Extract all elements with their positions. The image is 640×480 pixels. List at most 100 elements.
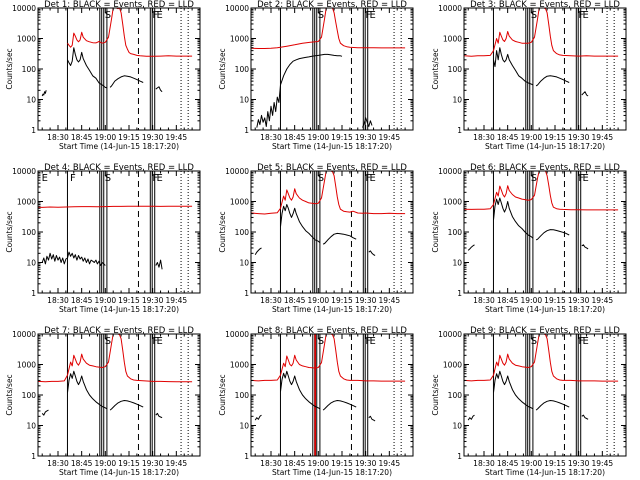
flag-label: S xyxy=(531,173,537,184)
x-tick-label: 19:45 xyxy=(166,459,188,468)
x-tick-label: 19:15 xyxy=(118,459,140,468)
x-tick-label: 19:30 xyxy=(568,296,590,305)
plot-area: E F S FE xyxy=(38,171,193,293)
events-series-line xyxy=(155,412,163,419)
x-axis-title: Start Time (14-Jun-15 18:17:20) xyxy=(485,142,605,151)
events-series-line xyxy=(254,414,262,421)
x-tick-label: 19:00 xyxy=(308,296,330,305)
events-series-line xyxy=(581,91,589,97)
y-tick-label: 1000 xyxy=(17,35,36,44)
x-tick-label: 19:30 xyxy=(355,133,377,142)
axes-frame xyxy=(463,7,627,131)
events-series-line xyxy=(493,47,534,86)
y-tick-label: 1000 xyxy=(230,198,249,207)
y-tick-label: 1 xyxy=(457,126,462,135)
y-tick-label: 100 xyxy=(448,65,463,74)
plot-area: S FE xyxy=(464,8,619,130)
y-axis-title: Counts/sec xyxy=(431,211,440,252)
x-tick-label: 19:00 xyxy=(95,296,117,305)
y-tick-label: 10 xyxy=(239,96,249,105)
flag-label: S xyxy=(531,10,537,21)
events-series-line xyxy=(280,370,321,410)
flag-label: F xyxy=(578,10,584,21)
y-tick-label: 100 xyxy=(448,228,463,237)
x-axis-title: Start Time (14-Jun-15 18:17:20) xyxy=(59,305,179,314)
y-tick-label: 10 xyxy=(452,422,462,431)
y-tick-label: 1 xyxy=(244,452,249,461)
y-tick-label: 10000 xyxy=(12,330,36,339)
flag-label: F xyxy=(578,336,584,347)
plot-area: S FE xyxy=(464,171,619,293)
flag-label: S xyxy=(105,10,111,21)
axes-frame xyxy=(250,333,414,457)
x-tick-label: 19:15 xyxy=(544,459,566,468)
x-axis-title: Start Time (14-Jun-15 18:17:20) xyxy=(59,142,179,151)
plot-area: S FE xyxy=(251,8,406,130)
y-tick-label: 10 xyxy=(26,422,36,431)
x-tick-label: 18:45 xyxy=(284,133,306,142)
x-axis-title: Start Time (14-Jun-15 18:17:20) xyxy=(485,468,605,477)
y-tick-label: 1 xyxy=(244,126,249,135)
events-series-line xyxy=(467,414,475,421)
x-tick-label: 18:45 xyxy=(497,459,519,468)
y-axis-title: Counts/sec xyxy=(218,211,227,252)
x-axis-title: Start Time (14-Jun-15 18:17:20) xyxy=(59,468,179,477)
axes-frame xyxy=(37,170,201,294)
x-tick-label: 18:45 xyxy=(71,133,93,142)
x-tick-label: 19:00 xyxy=(521,459,543,468)
y-tick-label: 100 xyxy=(22,391,37,400)
y-tick-label: 10000 xyxy=(225,167,249,176)
y-tick-label: 100 xyxy=(22,65,37,74)
x-tick-label: 19:30 xyxy=(142,459,164,468)
x-tick-label: 19:45 xyxy=(166,296,188,305)
flag-label: S xyxy=(318,173,324,184)
flag-label: E xyxy=(583,10,589,21)
x-tick-label: 19:45 xyxy=(592,296,614,305)
flag-label: E xyxy=(42,173,48,184)
flag-label: E xyxy=(370,173,376,184)
y-tick-label: 1000 xyxy=(230,35,249,44)
x-tick-label: 19:30 xyxy=(355,296,377,305)
lld-series-line xyxy=(464,171,619,211)
x-tick-label: 18:45 xyxy=(497,133,519,142)
x-tick-label: 19:45 xyxy=(592,133,614,142)
x-tick-label: 18:45 xyxy=(71,296,93,305)
events-series-line xyxy=(493,197,534,239)
events-series-line xyxy=(41,409,49,416)
y-tick-label: 1000 xyxy=(230,361,249,370)
events-series-line xyxy=(581,414,589,420)
flag-label: E xyxy=(583,336,589,347)
x-tick-label: 19:15 xyxy=(118,133,140,142)
flag-label: E xyxy=(583,173,589,184)
x-tick-label: 19:30 xyxy=(568,459,590,468)
axes-frame xyxy=(250,170,414,294)
flag-label: E xyxy=(157,173,163,184)
lld-series-line xyxy=(464,8,619,57)
panel-title: Det 6: BLACK = Events, RED = LLD xyxy=(470,163,620,173)
x-tick-label: 19:45 xyxy=(379,133,401,142)
events-series-line xyxy=(535,400,570,411)
x-tick-label: 19:45 xyxy=(379,296,401,305)
y-tick-label: 100 xyxy=(235,391,250,400)
y-tick-label: 10000 xyxy=(225,330,249,339)
y-tick-label: 1 xyxy=(457,289,462,298)
events-series-line xyxy=(67,370,108,410)
x-tick-label: 18:45 xyxy=(71,459,93,468)
y-tick-label: 10000 xyxy=(438,330,462,339)
y-tick-label: 100 xyxy=(235,65,250,74)
x-tick-label: 18:30 xyxy=(473,133,495,142)
x-tick-label: 18:30 xyxy=(47,296,69,305)
x-tick-label: 19:30 xyxy=(142,296,164,305)
y-tick-label: 100 xyxy=(235,228,250,237)
x-tick-label: 18:30 xyxy=(47,459,69,468)
x-tick-label: 18:30 xyxy=(47,133,69,142)
x-tick-label: 19:15 xyxy=(544,133,566,142)
x-tick-label: 19:00 xyxy=(521,133,543,142)
y-tick-label: 1000 xyxy=(443,198,462,207)
x-tick-label: 19:15 xyxy=(331,296,353,305)
